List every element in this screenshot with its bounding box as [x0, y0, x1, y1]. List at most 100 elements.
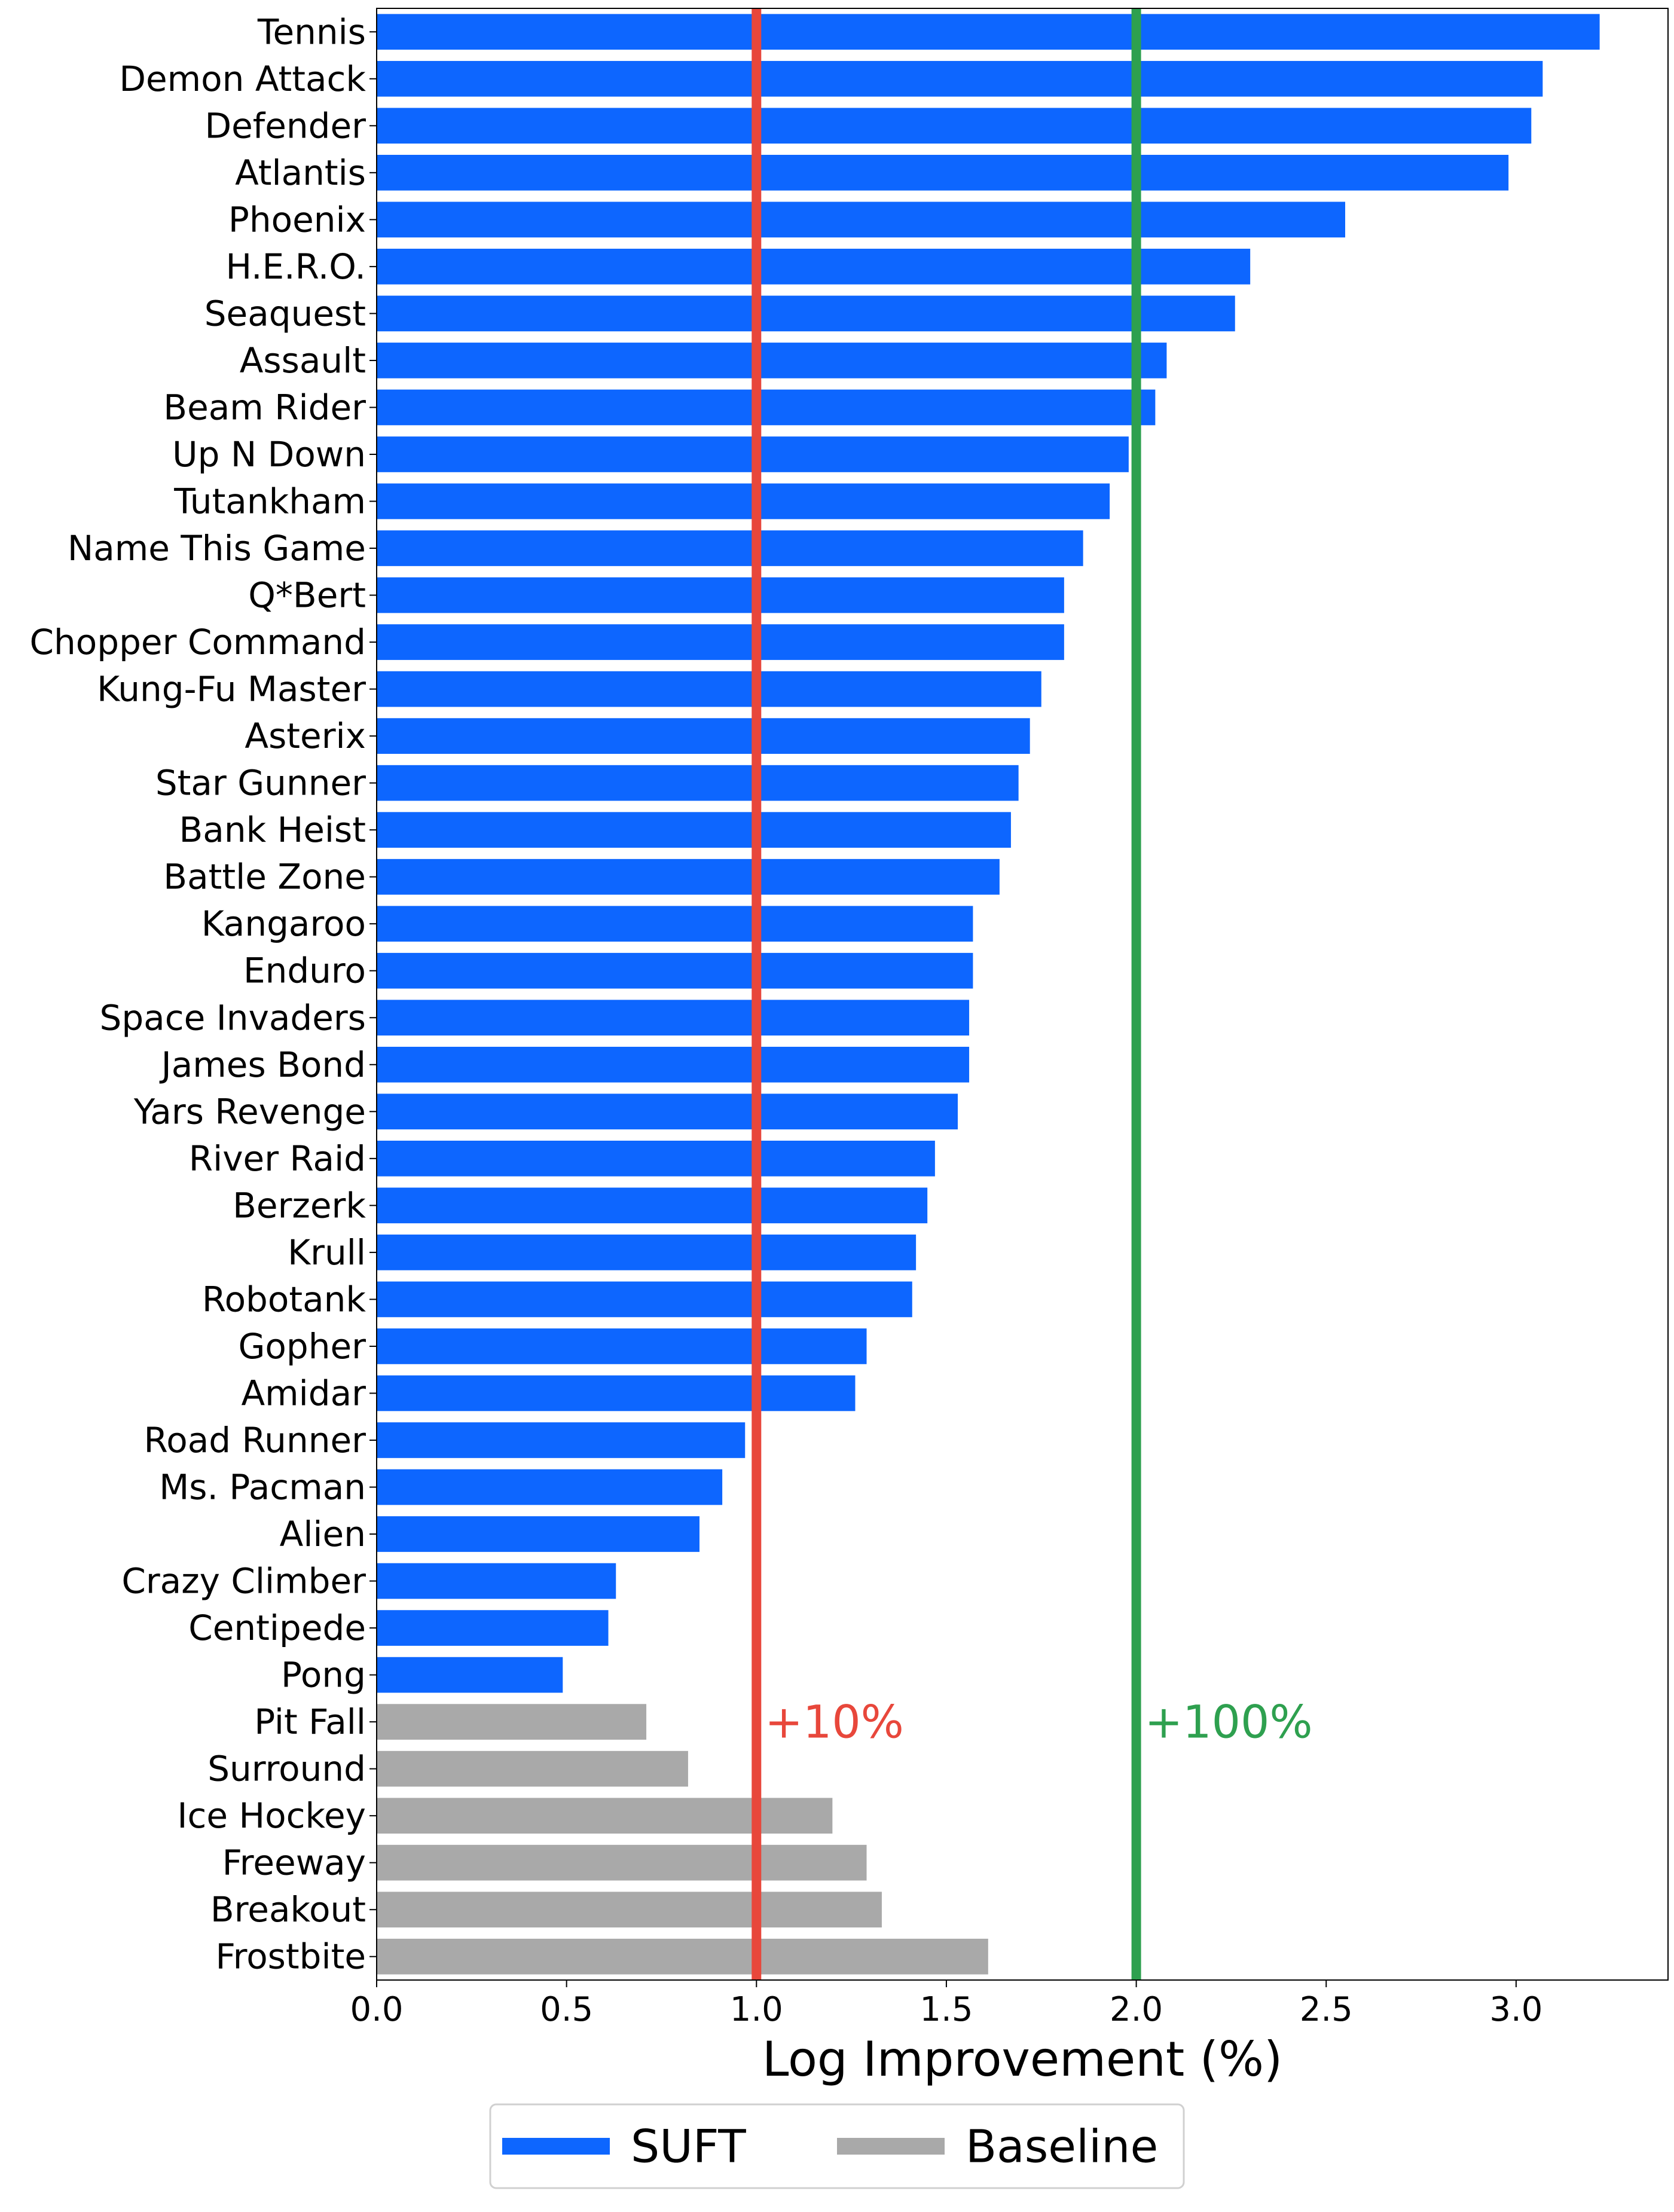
category-label: Freeway — [222, 1843, 366, 1883]
bar-phoenix — [377, 201, 1345, 238]
bar-star-gunner — [377, 765, 1019, 801]
bar-kung-fu-master — [377, 671, 1041, 707]
reference-lines-group: +10% +100% — [752, 8, 1313, 1980]
category-label: Kangaroo — [201, 903, 366, 944]
bar-road-runner — [377, 1422, 746, 1458]
bar-seaquest — [377, 295, 1235, 332]
category-label: Breakout — [210, 1889, 366, 1930]
bar-breakout — [377, 1892, 882, 1928]
category-label: Defender — [204, 105, 366, 146]
bar-crazy-climber — [377, 1563, 616, 1599]
category-label: Name This Game — [68, 528, 366, 569]
category-label: Seaquest — [204, 293, 366, 334]
legend-label: SUFT — [631, 2120, 746, 2173]
category-label: H.E.R.O. — [225, 246, 366, 287]
category-label: Q*Bert — [248, 575, 366, 616]
category-label: Bank Heist — [179, 809, 366, 850]
category-label: Berzerk — [233, 1185, 366, 1226]
bar-battle-zone — [377, 858, 1000, 895]
bar-q-bert — [377, 577, 1064, 613]
bar-james-bond — [377, 1046, 970, 1083]
x-tick-label: 1.0 — [730, 1990, 783, 2029]
x-tick-label: 0.5 — [540, 1990, 593, 2029]
category-label: Up N Down — [172, 434, 366, 475]
category-label: Gopher — [238, 1326, 366, 1367]
x-tick-label: 3.0 — [1489, 1990, 1542, 2029]
bar-atlantis — [377, 154, 1509, 191]
bar-h-e-r-o- — [377, 249, 1251, 285]
category-label: Battle Zone — [163, 857, 366, 897]
category-label: Tutankham — [173, 481, 366, 522]
bar-alien — [377, 1516, 699, 1552]
bar-kangaroo — [377, 906, 973, 942]
bar-yars-revenge — [377, 1093, 958, 1130]
category-label: Asterix — [245, 716, 366, 756]
legend-swatch — [837, 2138, 945, 2155]
category-label: Centipede — [188, 1608, 366, 1648]
bar-gopher — [377, 1328, 867, 1364]
bar-ice-hockey — [377, 1798, 833, 1834]
category-label: Assault — [240, 340, 366, 381]
bar-pit-fall — [377, 1704, 647, 1740]
bar-beam-rider — [377, 389, 1156, 426]
bar-tennis — [377, 14, 1600, 50]
plot-frame — [376, 8, 1669, 1981]
bar-berzerk — [377, 1187, 928, 1224]
category-label: James Bond — [160, 1044, 366, 1085]
category-label: Yars Revenge — [133, 1091, 366, 1132]
category-labels-group: Tennis Demon Attack Defender Atlantis Phoeni… — [30, 11, 377, 1977]
x-tick-label: 2.5 — [1300, 1990, 1353, 2029]
bar-bank-heist — [377, 812, 1011, 848]
bar-space-invaders — [377, 1000, 970, 1036]
bar-robotank — [377, 1281, 912, 1318]
legend-swatch — [502, 2138, 610, 2155]
category-label: Road Runner — [144, 1420, 366, 1461]
category-label: Alien — [280, 1514, 366, 1554]
category-label: Phoenix — [228, 199, 366, 240]
category-label: Demon Attack — [119, 59, 366, 99]
bar-amidar — [377, 1375, 856, 1411]
reference-line-label: +10% — [765, 1695, 904, 1749]
bar-chopper-command — [377, 624, 1064, 660]
x-tick-label: 0.0 — [350, 1990, 403, 2029]
legend-label: Baseline — [966, 2120, 1158, 2173]
bar-assault — [377, 343, 1167, 378]
bar-krull — [377, 1235, 917, 1270]
bar-defender — [377, 108, 1532, 144]
bar-river-raid — [377, 1140, 935, 1177]
bar-ms-pacman — [377, 1469, 723, 1505]
category-label: Enduro — [243, 951, 366, 991]
x-axis-title: Log Improvement (%) — [762, 2031, 1282, 2087]
category-label: Crazy Climber — [121, 1561, 366, 1602]
reference-line-label: +100% — [1145, 1695, 1313, 1749]
category-label: Chopper Command — [30, 622, 366, 662]
category-label: Amidar — [242, 1373, 366, 1413]
category-label: Star Gunner — [155, 763, 366, 803]
category-label: Kung-Fu Master — [97, 669, 366, 710]
category-label: Ms. Pacman — [159, 1467, 366, 1508]
bar-enduro — [377, 952, 973, 989]
bar-tutankham — [377, 483, 1110, 520]
category-label: Krull — [288, 1232, 366, 1273]
x-tick-label: 1.5 — [920, 1990, 973, 2029]
legend: SUFT Baseline — [489, 2103, 1185, 2189]
category-label: Pong — [281, 1655, 366, 1695]
bar-demon-attack — [377, 60, 1543, 97]
x-tick-label: 2.0 — [1110, 1990, 1163, 2029]
category-label: Beam Rider — [163, 387, 366, 427]
bar-surround — [377, 1750, 688, 1787]
bar-centipede — [377, 1610, 609, 1646]
bar-freeway — [377, 1844, 867, 1881]
bar-asterix — [377, 718, 1030, 754]
bar-pong — [377, 1657, 563, 1693]
bar-name-this-game — [377, 530, 1083, 566]
bars-group — [377, 14, 1600, 1975]
category-label: Tennis — [257, 11, 366, 52]
x-ticks-group: 0.0 0.5 1.0 1.5 2.0 2.5 3.0 — [350, 1980, 1542, 2029]
bar-frostbite — [377, 1938, 988, 1975]
category-label: Robotank — [202, 1279, 366, 1319]
category-label: Surround — [207, 1749, 366, 1789]
category-label: Ice Hockey — [177, 1795, 366, 1836]
